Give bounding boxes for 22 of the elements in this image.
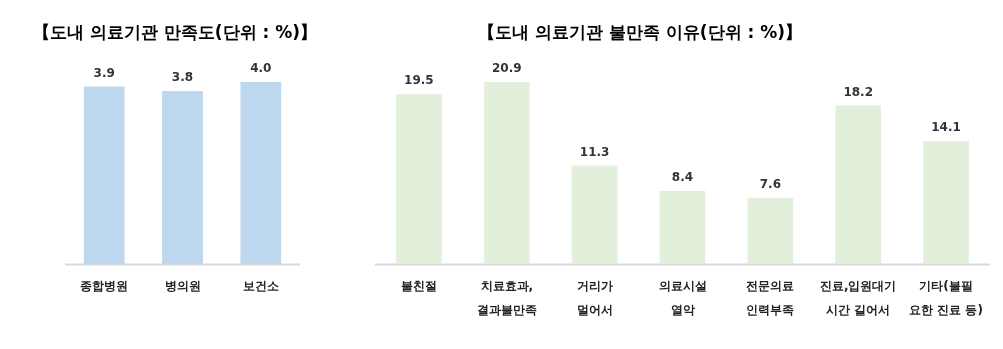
data-label: 11.3 xyxy=(579,144,610,159)
x-tick-label: 병의원 xyxy=(164,279,201,293)
data-label: 4.0 xyxy=(250,61,272,75)
x-tick-label: 거리가 멀어서 xyxy=(576,279,613,317)
data-label: 14.1 xyxy=(931,120,961,135)
data-label: 20.9 xyxy=(491,61,522,75)
data-label: 3.9 xyxy=(93,65,115,80)
data-label: 3.8 xyxy=(171,70,194,85)
x-tick-label: 불친절 xyxy=(400,279,437,293)
x-tick-label: 보건소 xyxy=(242,279,279,293)
x-tick-label: 의료시설 열악 xyxy=(658,279,707,317)
data-label: 19.5 xyxy=(404,73,434,88)
chart-title: 【도내 의료기관 만족도(단위 : %)】 xyxy=(32,22,318,42)
x-tick-label: 진료,입원대기 시간 길어서 xyxy=(819,279,897,317)
x-tick-label: 전문의료 인력부족 xyxy=(746,279,795,317)
data-label: 7.6 xyxy=(759,176,781,191)
data-label: 8.4 xyxy=(671,169,694,184)
x-tick-label: 종합병원 xyxy=(80,279,129,293)
data-label: 18.2 xyxy=(843,84,874,99)
x-tick-label: 치료효과, 결과불만족 xyxy=(476,279,537,317)
x-tick-label: 기타(불필 요한 진료 등) xyxy=(909,279,983,317)
chart-title: 【도내 의료기관 불만족 이유(단위 : %)】 xyxy=(478,22,802,42)
